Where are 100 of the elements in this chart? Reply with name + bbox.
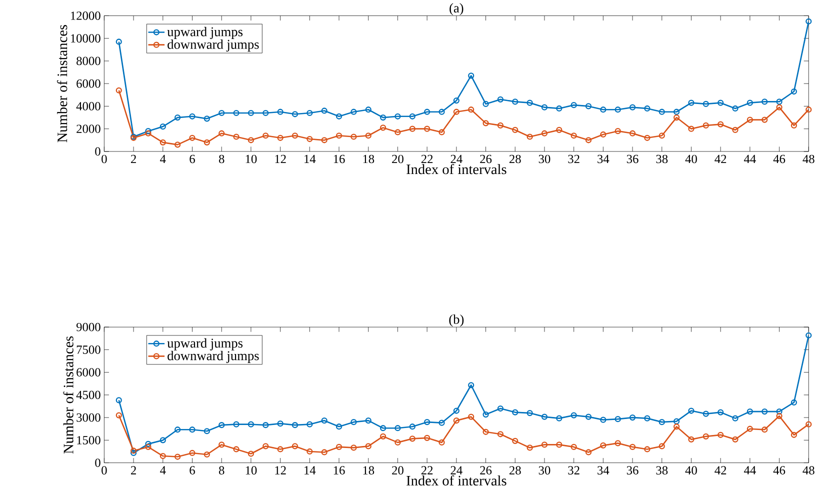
point [570, 132, 577, 139]
point [718, 409, 724, 416]
point [526, 100, 533, 106]
point [453, 408, 460, 414]
point [600, 442, 606, 449]
point [438, 108, 445, 116]
x-tick-label: 10 [246, 466, 257, 475]
point [365, 418, 372, 424]
point [204, 428, 210, 434]
point [629, 444, 636, 450]
point [776, 413, 782, 420]
point [790, 122, 798, 129]
x-tick-label: 48 [802, 154, 814, 164]
point [732, 106, 738, 112]
point [790, 400, 798, 406]
point [614, 440, 621, 446]
x-tick-label: 16 [334, 154, 345, 164]
y-tick-label: 0 [95, 458, 100, 468]
point [424, 435, 430, 442]
point [512, 438, 518, 444]
y-tick-label: 4500 [76, 390, 100, 400]
y-tick-label: 9000 [76, 323, 100, 332]
point [233, 110, 240, 116]
x-tick-label: 48 [802, 466, 814, 475]
point [468, 414, 474, 420]
point [438, 129, 445, 136]
x-tick-label: 0 [102, 154, 107, 164]
point [409, 113, 416, 120]
point [218, 422, 225, 428]
x-tick-label: 26 [480, 154, 492, 164]
point [688, 408, 694, 414]
point [262, 110, 269, 116]
point [541, 104, 548, 111]
y-tick-label: 6000 [76, 368, 100, 377]
point [248, 137, 254, 144]
point [365, 106, 372, 113]
legend-label: downward jumps [168, 351, 259, 364]
point [658, 132, 665, 139]
point [776, 98, 782, 105]
point [174, 142, 181, 148]
point [453, 98, 460, 104]
point [277, 446, 284, 452]
point [174, 114, 181, 121]
x-tick-label: 32 [568, 466, 580, 475]
point [674, 418, 680, 425]
x-axis-title: Index of intervals [406, 475, 506, 486]
point [614, 416, 621, 422]
x-tick-label: 6 [190, 466, 195, 475]
point [468, 382, 474, 388]
point [468, 106, 474, 113]
point [702, 122, 709, 129]
point [409, 424, 416, 430]
x-axis-title: Index of intervals [406, 164, 506, 174]
point [248, 110, 254, 116]
point [130, 448, 137, 454]
point [453, 108, 460, 116]
y-tick-label: 6000 [76, 80, 100, 88]
point [336, 444, 342, 450]
point [160, 140, 166, 146]
y-tick-label: 12000 [70, 12, 100, 20]
x-tick-label: 38 [656, 466, 668, 475]
point [541, 130, 548, 137]
point [702, 410, 709, 418]
point [321, 418, 328, 424]
point [482, 101, 489, 108]
point [189, 426, 196, 433]
point [718, 432, 724, 438]
point [585, 449, 592, 456]
point [629, 414, 636, 421]
point [277, 108, 284, 116]
point [321, 449, 328, 456]
point [718, 121, 724, 128]
point [541, 442, 548, 448]
point [233, 421, 240, 428]
point [482, 120, 489, 126]
y-tick-label: 1500 [77, 436, 100, 445]
point [380, 425, 386, 432]
x-tick-label: 14 [304, 154, 316, 164]
point [614, 106, 621, 113]
point [174, 426, 181, 433]
x-tick-label: 44 [744, 466, 756, 474]
point [204, 116, 210, 122]
x-tick-label: 0 [102, 466, 107, 475]
x-tick-label: 18 [363, 154, 374, 164]
y-tick-label: 7500 [76, 346, 100, 354]
point [570, 412, 577, 419]
point [674, 114, 680, 121]
point [746, 408, 753, 415]
point [732, 415, 738, 422]
point [600, 416, 606, 424]
point [674, 108, 680, 116]
point [204, 140, 210, 146]
point [746, 426, 753, 432]
point [762, 408, 768, 415]
point [468, 72, 474, 79]
x-tick-label: 24 [450, 154, 462, 164]
point [130, 450, 137, 456]
point [688, 100, 694, 106]
point [424, 108, 430, 116]
y-tick-label: 10000 [70, 34, 100, 43]
